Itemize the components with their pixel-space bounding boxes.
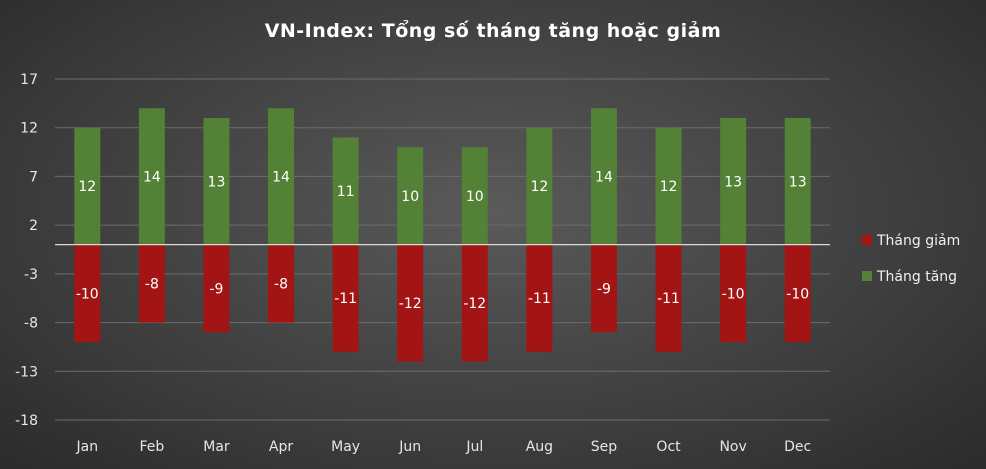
data-label: 13: [208, 174, 226, 190]
bar-up: [720, 117, 747, 245]
y-tick-label: 12: [20, 121, 38, 137]
x-tick-label: Jan: [75, 439, 98, 455]
bar-up: [138, 108, 165, 245]
bar-down: [720, 244, 747, 343]
y-tick-label: -8: [24, 316, 38, 332]
bar-down: [138, 244, 165, 323]
legend-label: Tháng tăng: [876, 269, 957, 285]
data-labels: -10 12 -8 14 -9 13 -8 14 -11 11 -12 10 -12 10 -11 12 -9 1…: [76, 169, 809, 312]
y-tick-label: 7: [29, 169, 38, 185]
x-tick-label: Nov: [719, 439, 746, 455]
bar-up: [526, 127, 553, 245]
data-label: -10: [786, 286, 809, 302]
data-label: -10: [722, 286, 745, 302]
bar-up: [590, 108, 617, 245]
x-tick-label: Oct: [656, 439, 681, 455]
data-label: -10: [76, 286, 99, 302]
x-tick-label: Jul: [465, 439, 483, 455]
gridlines: [55, 78, 830, 421]
x-tick-label: Dec: [784, 439, 811, 455]
x-tick-label: May: [331, 439, 360, 455]
y-axis-ticks: 17 12 7 2 -3 -8 -13 -18: [15, 72, 38, 429]
x-tick-label: Feb: [139, 439, 164, 455]
bar-down: [526, 244, 553, 352]
data-label: -9: [597, 281, 611, 297]
y-tick-label: 2: [29, 218, 38, 234]
x-axis-ticks: Jan Feb Mar Apr May Jun Jul Aug Sep Oct Nov Dec: [75, 439, 811, 455]
data-label: -11: [528, 291, 551, 307]
bar-up: [268, 108, 295, 245]
data-label: -11: [334, 291, 357, 307]
data-label: 12: [530, 179, 548, 195]
y-tick-label: -18: [15, 413, 38, 429]
y-tick-label: -13: [15, 364, 38, 380]
x-tick-label: Apr: [269, 439, 293, 455]
bar-up: [203, 117, 230, 245]
data-label: 14: [143, 169, 161, 185]
y-tick-label: -3: [24, 267, 38, 283]
data-label: -12: [399, 296, 422, 312]
bars: [74, 108, 811, 362]
data-label: 12: [660, 179, 678, 195]
bar-down: [332, 244, 359, 352]
bar-down: [784, 244, 811, 343]
data-label: 13: [789, 174, 807, 190]
data-label: -11: [657, 291, 680, 307]
bar-up: [784, 117, 811, 245]
legend-swatch: [862, 235, 872, 245]
data-label: 11: [337, 184, 355, 200]
legend: Tháng giảm Tháng tăng: [862, 233, 960, 285]
data-label: -9: [209, 281, 223, 297]
legend-swatch: [862, 271, 872, 281]
data-label: 10: [401, 189, 419, 205]
data-label: 12: [78, 179, 96, 195]
bar-down: [461, 244, 488, 362]
data-label: -12: [463, 296, 486, 312]
data-label: 14: [272, 169, 290, 185]
data-label: -8: [145, 277, 159, 293]
bar-up: [332, 137, 359, 245]
bar-down: [74, 244, 101, 343]
bar-up: [461, 147, 488, 245]
legend-label: Tháng giảm: [876, 233, 960, 249]
bar-down: [397, 244, 424, 362]
x-tick-label: Mar: [203, 439, 230, 455]
bar-down: [203, 244, 230, 333]
bar-down: [590, 244, 617, 333]
bar-down: [268, 244, 295, 323]
x-tick-label: Sep: [591, 439, 618, 455]
data-label: 14: [595, 169, 613, 185]
data-label: 10: [466, 189, 484, 205]
chart-title: VN-Index: Tổng số tháng tăng hoặc giảm: [265, 19, 722, 42]
x-tick-label: Jun: [398, 439, 421, 455]
x-tick-label: Aug: [526, 439, 553, 455]
bar-up: [74, 127, 101, 245]
bar-up: [397, 147, 424, 245]
bar-up: [655, 127, 682, 245]
bar-down: [655, 244, 682, 352]
data-label: -8: [274, 277, 288, 293]
y-tick-label: 17: [20, 72, 38, 88]
data-label: 13: [724, 174, 742, 190]
